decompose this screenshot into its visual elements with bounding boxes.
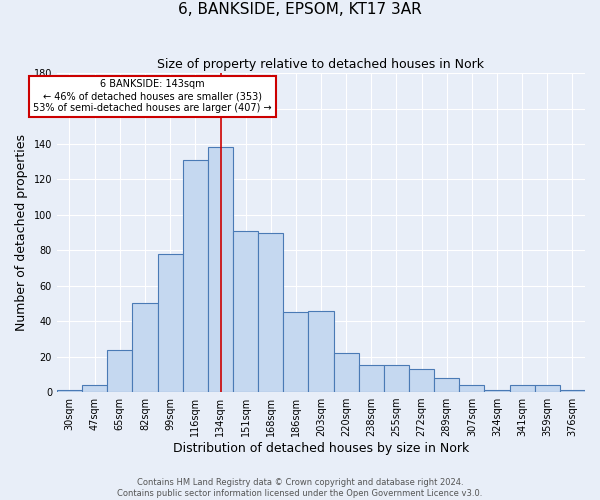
Y-axis label: Number of detached properties: Number of detached properties [15,134,28,331]
Bar [384,366,409,392]
Bar [484,390,509,392]
Text: 6, BANKSIDE, EPSOM, KT17 3AR: 6, BANKSIDE, EPSOM, KT17 3AR [178,2,422,18]
Title: Size of property relative to detached houses in Nork: Size of property relative to detached ho… [157,58,484,70]
Bar [560,390,585,392]
Bar [107,350,133,392]
Bar [535,385,560,392]
Bar [283,312,308,392]
Bar [409,369,434,392]
Bar [258,232,283,392]
Bar [158,254,182,392]
Bar [308,310,334,392]
Bar [434,378,459,392]
Bar [509,385,535,392]
Bar [133,304,158,392]
Bar [182,160,208,392]
Bar [208,148,233,392]
Text: Contains HM Land Registry data © Crown copyright and database right 2024.
Contai: Contains HM Land Registry data © Crown c… [118,478,482,498]
Bar [334,353,359,392]
X-axis label: Distribution of detached houses by size in Nork: Distribution of detached houses by size … [173,442,469,455]
Bar [82,385,107,392]
Bar [57,390,82,392]
Bar [233,231,258,392]
Bar [359,366,384,392]
Text: 6 BANKSIDE: 143sqm
← 46% of detached houses are smaller (353)
53% of semi-detach: 6 BANKSIDE: 143sqm ← 46% of detached hou… [33,80,272,112]
Bar [459,385,484,392]
